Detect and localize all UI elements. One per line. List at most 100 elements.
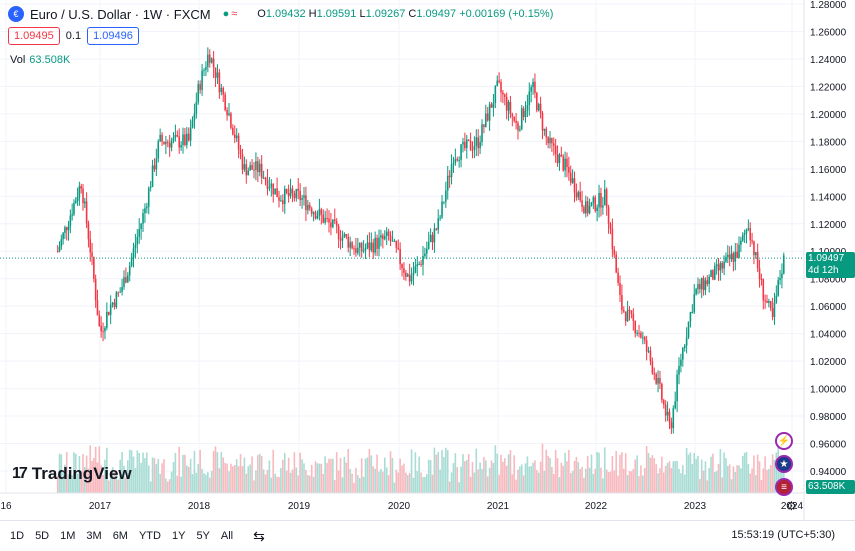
chart-area[interactable]: 1.28000 1.26000 1.24000 1.22000 1.20000 1.180… [0, 0, 855, 520]
candle-body [208, 54, 211, 63]
timeframe-ytd[interactable]: YTD [138, 530, 161, 542]
volume-bar [368, 448, 371, 493]
volume-bar [471, 461, 474, 493]
candle-body [151, 165, 154, 187]
timeframe-5d[interactable]: 5D [35, 530, 50, 542]
timeframe-1y[interactable]: 1Y [171, 530, 186, 542]
candle-body [460, 144, 462, 160]
calendar-range-icon[interactable]: ⇆ [253, 527, 265, 544]
candle-body [195, 102, 198, 114]
candle-body [486, 113, 489, 121]
volume-bar [243, 457, 246, 493]
low-label: L [359, 8, 366, 20]
candle-body [708, 276, 710, 284]
candle-body [528, 91, 531, 106]
volume-bar [216, 452, 219, 493]
timeframe-all[interactable]: All [220, 530, 234, 542]
candle-body [498, 80, 500, 83]
volume-bar [245, 473, 248, 493]
sell-button[interactable]: 1.09495 [8, 27, 60, 45]
candle-body [326, 217, 328, 219]
lightning-icon[interactable]: ⚡ [775, 432, 793, 450]
volume-bar [107, 480, 110, 493]
volume-bar [410, 449, 413, 493]
volume-bar [389, 451, 392, 493]
status-pills[interactable]: ● ≈ [217, 7, 244, 21]
timeframe-3m[interactable]: 3M [86, 530, 102, 542]
volume-bar [130, 450, 133, 493]
volume-bar [769, 464, 772, 493]
volume-bar [702, 470, 705, 493]
candle-body [702, 277, 705, 291]
candle-body [155, 158, 158, 170]
buy-button[interactable]: 1.09496 [87, 27, 139, 45]
candle-body [710, 270, 712, 277]
volume-bar [405, 472, 407, 493]
volume-legend[interactable]: Vol 63.508K [10, 54, 70, 66]
volume-bar [382, 471, 384, 493]
euro-flag-icon[interactable]: € [8, 6, 24, 22]
volume-bar [526, 456, 529, 493]
candle-body [738, 244, 740, 258]
eu-flag-icon[interactable]: ★ [775, 455, 793, 473]
timeframe-6m[interactable]: 6M [112, 530, 128, 542]
volume-bar [85, 455, 88, 493]
volume-bar [74, 453, 77, 493]
candle-body [571, 178, 574, 183]
candle-body [314, 212, 317, 219]
timeframe-1m[interactable]: 1M [60, 530, 76, 542]
candle-body [403, 268, 405, 273]
candle-body [775, 295, 778, 303]
wave-icon: ≈ [231, 8, 238, 20]
price-tick-label: 1.04000 [810, 330, 847, 341]
open-label: O [257, 8, 266, 20]
candle-body [621, 295, 623, 311]
volume-bar [736, 465, 738, 493]
volume-bar [310, 464, 313, 493]
volume-bar [193, 450, 196, 493]
candle-body [771, 308, 774, 317]
candle-body [224, 94, 226, 111]
price-chart[interactable]: 1.28000 1.26000 1.24000 1.22000 1.20000 1.180… [0, 0, 855, 520]
volume-bar [678, 468, 680, 493]
volume-bar [176, 475, 179, 493]
volume-bar [530, 466, 532, 493]
volume-bar [649, 457, 652, 493]
candle-body [441, 201, 443, 218]
candle-body [383, 236, 386, 240]
volume-bar [212, 450, 215, 493]
clock-display[interactable]: 15:53:19 (UTC+5:30) [731, 529, 835, 541]
candle-body [781, 273, 783, 279]
candle-body [343, 234, 346, 237]
us-flag-icon[interactable]: ≡ [775, 478, 793, 496]
candle-body [414, 266, 417, 273]
candle-body [71, 214, 73, 216]
volume-bar [672, 461, 675, 493]
candle-body [471, 149, 474, 151]
candle-body [347, 236, 350, 248]
tradingview-logo[interactable]: 17 TradingView [12, 464, 132, 484]
volume-bar [237, 466, 240, 493]
candle-body [140, 223, 142, 230]
candle-body [502, 92, 504, 95]
gear-icon[interactable]: ⚙ [786, 499, 797, 513]
volume-bar [479, 462, 481, 493]
timeframe-5y[interactable]: 5Y [196, 530, 210, 542]
candle-body [184, 134, 186, 146]
current-price-value: 1.09497 [808, 253, 845, 264]
volume-bar [503, 458, 506, 493]
volume-bar [287, 457, 290, 493]
volume-bar [172, 462, 175, 493]
candle-body [406, 274, 409, 277]
volume-bar [422, 477, 424, 493]
volume-bar [403, 463, 405, 493]
timeframe-1d[interactable]: 1D [10, 530, 25, 542]
candle-body [662, 400, 665, 405]
candle-body [552, 143, 555, 146]
volume-bar [424, 476, 426, 493]
volume-bar [685, 448, 688, 493]
volume-bar [222, 457, 225, 493]
price-tick-label: 1.06000 [810, 302, 847, 313]
volume-bar [539, 461, 542, 493]
symbol-title[interactable]: Euro / U.S. Dollar · 1W · FXCM [30, 6, 211, 22]
